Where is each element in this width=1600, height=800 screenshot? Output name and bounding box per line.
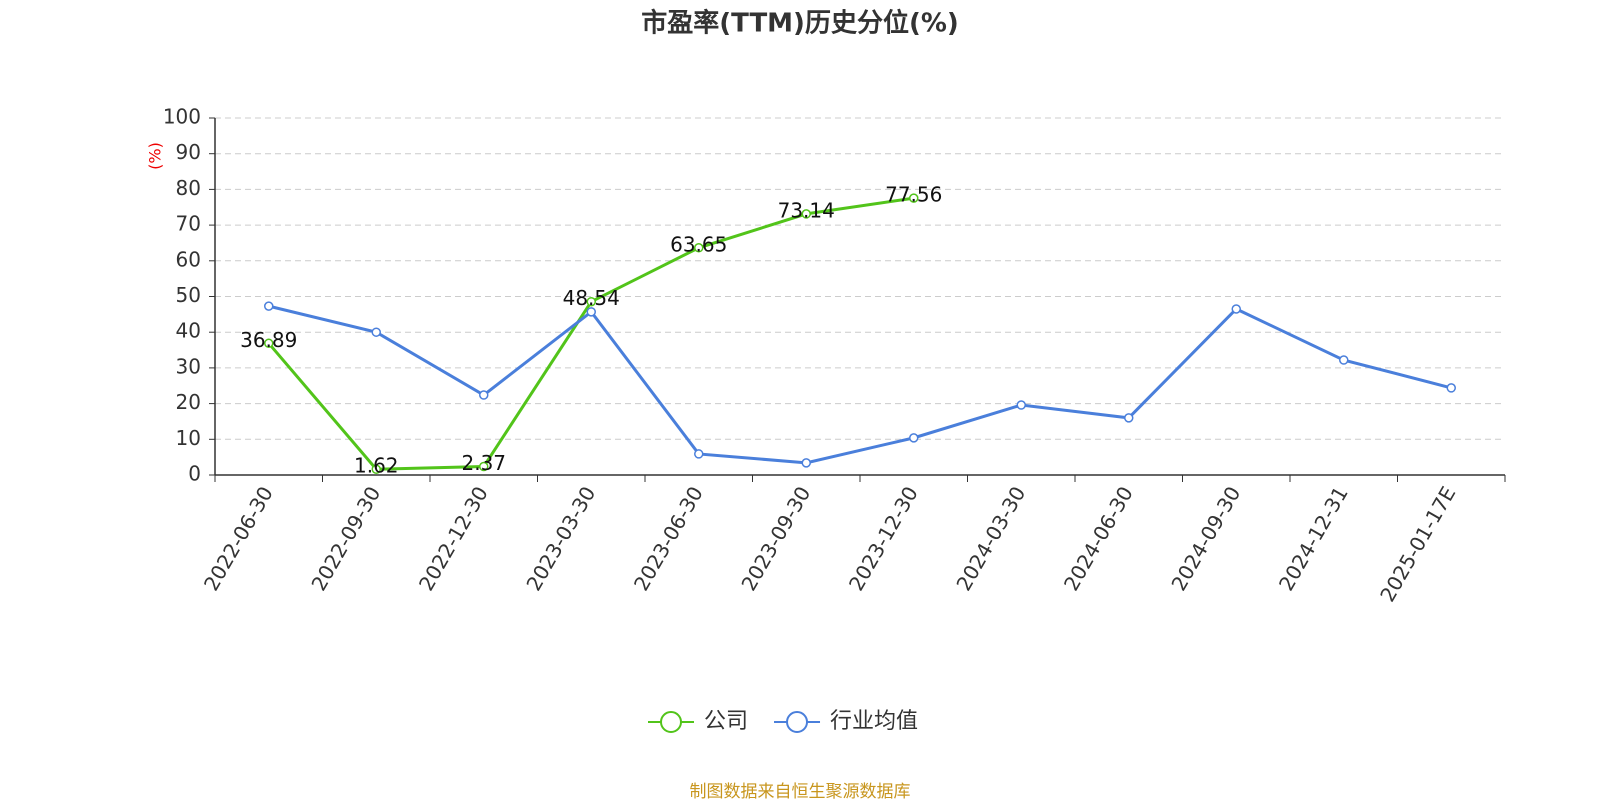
legend-marker — [786, 711, 809, 733]
x-tick-label: 2022-06-30 — [199, 482, 278, 595]
y-tick-label: 60 — [176, 247, 201, 271]
y-tick-label: 80 — [176, 176, 201, 200]
y-tick-label: 40 — [176, 319, 201, 343]
series-line — [267, 196, 914, 471]
chart-title: 市盈率(TTM)历史分位(%) — [641, 8, 959, 39]
data-label: 63.65 — [670, 232, 727, 256]
data-point — [909, 193, 919, 203]
data-point — [586, 296, 596, 307]
x-tick-label: 2023-03-30 — [521, 482, 600, 595]
data-point — [1446, 383, 1456, 393]
data-label: 73.14 — [778, 198, 835, 222]
data-label: 2.37 — [461, 451, 506, 475]
y-tick-label: 30 — [176, 354, 201, 378]
data-label: 36.89 — [240, 328, 297, 352]
x-tick-label: 2024-09-30 — [1166, 482, 1245, 595]
data-point — [1016, 400, 1026, 410]
y-tick-label: 20 — [176, 390, 201, 414]
series-line — [268, 304, 1452, 465]
x-tick-label: 2023-06-30 — [629, 482, 708, 595]
legend-marker — [660, 711, 682, 733]
data-label: 77.56 — [885, 183, 942, 207]
data-point — [694, 449, 704, 459]
x-tick-label: 2024-12-31 — [1274, 482, 1353, 595]
data-point — [909, 433, 919, 443]
y-tick-label: 50 — [176, 283, 201, 307]
x-tick-label: 2023-12-30 — [844, 482, 923, 595]
data-point — [371, 327, 381, 337]
data-point — [1231, 304, 1241, 314]
x-tick-label: 2024-06-30 — [1059, 482, 1138, 595]
legend-label: 公司 — [704, 709, 748, 734]
x-tick-label: 2024-03-30 — [951, 482, 1030, 595]
data-point — [264, 301, 274, 311]
data-point — [479, 461, 489, 472]
y-tick-label: 0 — [188, 462, 201, 486]
data-point — [264, 338, 274, 349]
x-tick-label: 2022-09-30 — [306, 482, 385, 595]
source-note: 制图数据来自恒生聚源数据库 — [690, 782, 911, 800]
y-tick-label: 100 — [163, 105, 201, 129]
data-point — [801, 209, 811, 219]
data-point — [694, 243, 704, 253]
y-tick-label: 10 — [176, 426, 201, 450]
data-point — [1124, 413, 1134, 423]
y-axis-label: (%) — [146, 142, 165, 170]
data-point — [371, 464, 381, 474]
x-tick-label: 2022-12-30 — [414, 482, 493, 595]
data-point — [801, 458, 811, 468]
data-label: 48.54 — [563, 286, 620, 310]
data-point — [479, 390, 489, 400]
x-tick-label: 2023-09-30 — [736, 482, 815, 595]
data-point — [1339, 355, 1349, 365]
y-tick-label: 90 — [176, 140, 201, 164]
data-label: 1.62 — [354, 454, 399, 478]
y-tick-label: 70 — [176, 212, 201, 236]
data-point — [586, 307, 596, 317]
x-tick-label: 2025-01-17E — [1375, 482, 1460, 606]
legend-label: 行业均值 — [830, 709, 918, 734]
